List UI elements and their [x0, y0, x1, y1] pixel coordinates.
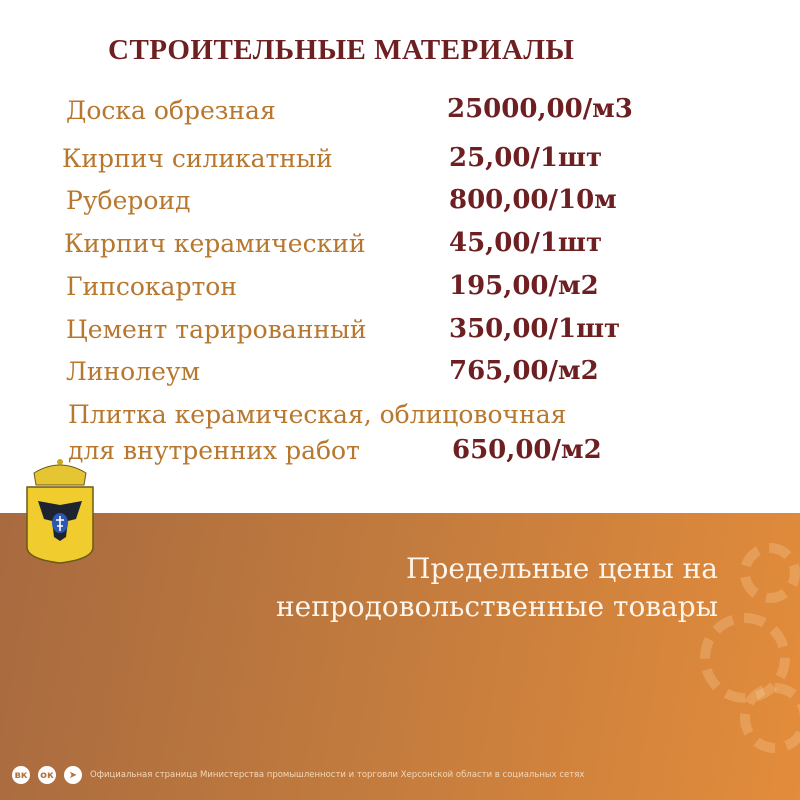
- item-price: 25,00/1шт: [449, 143, 603, 173]
- footer: вк ок ➤ Официальная страница Министерств…: [12, 766, 584, 784]
- item-price: 800,00/10м: [449, 185, 617, 215]
- slogan-line: непродовольственные товары: [275, 590, 718, 623]
- footer-text: Официальная страница Министерства промыш…: [90, 770, 585, 780]
- orange-band: [0, 513, 800, 800]
- slogan: Предельные цены на непродовольственные т…: [276, 550, 718, 626]
- item-name: Гипсокартон: [66, 272, 238, 301]
- page-title: СТРОИТЕЛЬНЫЕ МАТЕРИАЛЫ: [108, 34, 575, 66]
- item-price: 765,00/м2: [449, 356, 599, 386]
- item-name: Линолеум: [66, 357, 201, 386]
- item-name-cont: для внутренних работ: [68, 436, 360, 465]
- coat-of-arms-emblem: [26, 459, 94, 564]
- item-price: 45,00/1шт: [449, 228, 603, 258]
- vk-icon[interactable]: вк: [12, 766, 30, 784]
- item-name: Доска обрезная: [66, 96, 276, 125]
- white-panel: [0, 0, 800, 513]
- item-price: 25000,00/м3: [447, 94, 633, 124]
- item-name: Цемент тарированный: [66, 315, 367, 344]
- odnoklassniki-icon[interactable]: ок: [38, 766, 56, 784]
- gear-icon: [740, 543, 800, 603]
- item-name: Плитка керамическая, облицовочная: [68, 400, 567, 429]
- gear-icon: [740, 683, 800, 753]
- item-price: 650,00/м2: [452, 435, 602, 465]
- item-price: 350,00/1шт: [449, 314, 621, 344]
- item-name: Кирпич силикатный: [62, 144, 333, 173]
- item-name: Рубероид: [66, 186, 191, 215]
- slogan-line: Предельные цены на: [406, 552, 718, 585]
- telegram-icon[interactable]: ➤: [64, 766, 82, 784]
- item-name: Кирпич керамический: [64, 229, 366, 258]
- item-price: 195,00/м2: [449, 271, 599, 301]
